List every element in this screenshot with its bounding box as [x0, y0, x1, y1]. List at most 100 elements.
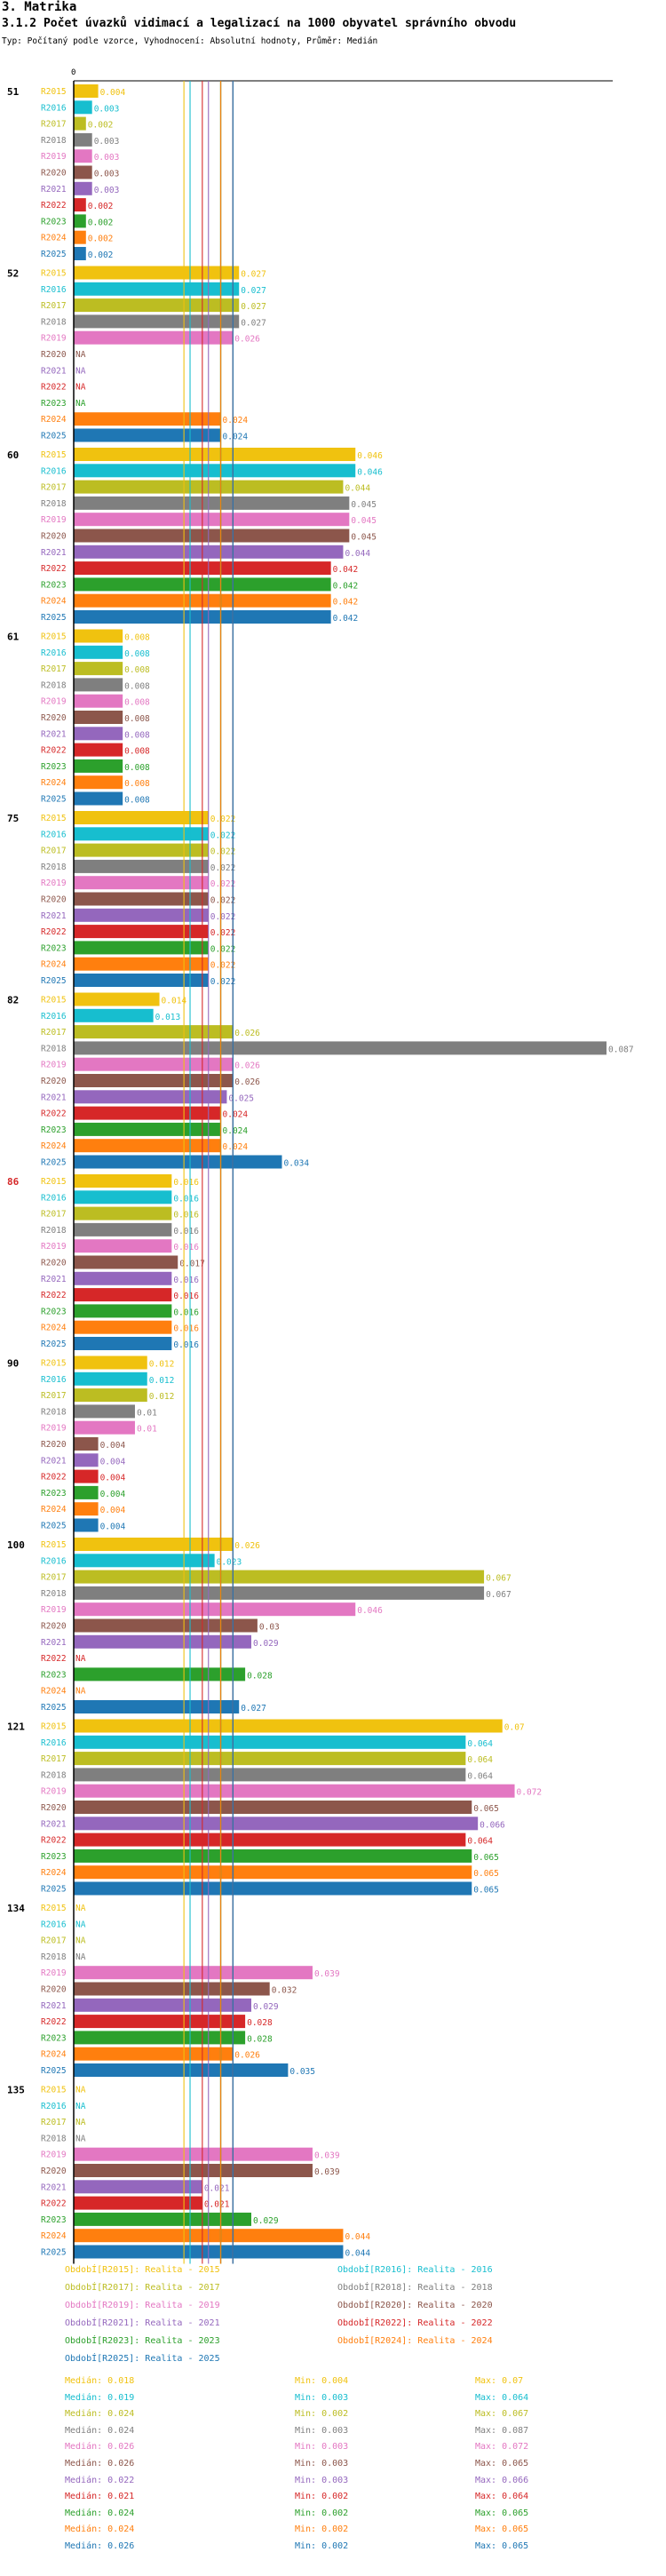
series-label: R2021	[41, 1456, 67, 1466]
data-bar	[74, 1122, 221, 1136]
data-bar	[74, 1008, 154, 1022]
data-bar	[74, 662, 123, 676]
series-label: R2022	[41, 1473, 67, 1483]
data-bar	[74, 1518, 99, 1532]
data-label: 0.022	[210, 896, 236, 906]
data-bar	[74, 1735, 466, 1749]
data-bar	[74, 1420, 135, 1435]
legend-item: ObdobÍ[R2020]: Realita - 2020	[337, 2301, 493, 2310]
stat-max: Max: 0.065	[475, 2524, 529, 2535]
data-bar	[74, 811, 209, 824]
data-label: 0.022	[210, 928, 236, 938]
data-bar	[74, 428, 221, 442]
data-bar	[74, 1453, 99, 1467]
data-label: 0.008	[124, 730, 150, 740]
data-label: 0.008	[124, 649, 150, 659]
series-label: R2021	[41, 1093, 67, 1102]
data-label: 0.064	[467, 1755, 493, 1765]
data-label: 0.044	[345, 2232, 370, 2242]
data-bar	[74, 1139, 221, 1153]
section-title: 3. Matrika	[2, 0, 77, 14]
series-label: R2023	[41, 2033, 67, 2043]
series-label: R2018	[41, 1407, 67, 1417]
data-label: 0.027	[241, 1704, 266, 1713]
na-label: NA	[75, 2134, 86, 2143]
data-label: 0.002	[88, 235, 114, 244]
data-bar	[74, 1554, 215, 1568]
series-label: R2018	[41, 1044, 67, 1053]
data-bar	[74, 165, 92, 179]
data-label: 0.008	[124, 665, 150, 675]
data-label: 0.008	[124, 747, 150, 757]
series-label: R2020	[41, 1622, 67, 1632]
data-label: 0.034	[283, 1159, 309, 1169]
stat-median: Medián: 0.022	[65, 2475, 135, 2485]
series-label: R2018	[41, 499, 67, 509]
series-label: R2018	[41, 136, 67, 146]
data-bar	[74, 2031, 246, 2045]
series-label: R2019	[41, 1424, 67, 1434]
data-bar	[74, 727, 123, 741]
data-bar	[74, 2212, 251, 2226]
data-bar	[74, 1618, 258, 1633]
stat-min: Min: 0.002	[295, 2541, 349, 2551]
stat-median: Medián: 0.024	[65, 2409, 135, 2420]
na-label: NA	[75, 366, 86, 376]
data-label: 0.045	[351, 500, 377, 510]
series-label: R2019	[41, 879, 67, 888]
legend-item: ObdobÍ[R2018]: Realita - 2018	[337, 2283, 493, 2293]
series-label: R2025	[41, 250, 67, 259]
series-label: R2020	[41, 169, 67, 179]
data-bar	[74, 1719, 503, 1733]
data-bar	[74, 2164, 313, 2177]
data-bar	[74, 1502, 99, 1516]
series-label: R2020	[41, 713, 67, 723]
series-label: R2020	[41, 532, 67, 542]
series-label: R2022	[41, 1291, 67, 1300]
series-label: R2019	[41, 334, 67, 344]
series-label: R2025	[41, 2066, 67, 2076]
series-label: R2025	[41, 613, 67, 623]
data-label: 0.022	[210, 879, 236, 889]
data-label: 0.042	[333, 581, 359, 591]
series-label: R2023	[41, 2215, 67, 2225]
data-label: 0.065	[473, 1804, 499, 1814]
data-label: 0.022	[210, 863, 236, 873]
series-label: R2015	[41, 814, 67, 823]
stat-min: Min: 0.003	[295, 2425, 349, 2436]
data-label: 0.008	[124, 779, 150, 789]
series-label: R2020	[41, 1985, 67, 1995]
series-label: R2019	[41, 1968, 67, 1978]
series-label: R2016	[41, 1375, 67, 1385]
na-label: NA	[75, 1936, 86, 1946]
data-bar	[74, 1849, 472, 1863]
bar-chart: 0 51 R2015 0.004 R2016 0.003 R2017 0.002 R2018 0.…	[7, 68, 634, 2264]
series-label: R2016	[41, 1193, 67, 1203]
data-label: 0.016	[173, 1308, 199, 1317]
series-label: R2019	[41, 1605, 67, 1615]
series-label: R2020	[41, 1803, 67, 1813]
series-label: R2025	[41, 1885, 67, 1895]
series-label: R2024	[41, 415, 67, 425]
legend-item: ObdobÍ[R2019]: Realita - 2019	[65, 2301, 220, 2310]
series-label: R2020	[41, 1077, 67, 1086]
data-label: 0.029	[253, 2002, 279, 2012]
data-label: 0.016	[173, 1340, 199, 1350]
data-bar	[74, 1966, 313, 1980]
data-bar	[74, 957, 209, 971]
data-bar	[74, 330, 234, 345]
series-label: R2018	[41, 1770, 67, 1780]
stat-max: Max: 0.072	[475, 2442, 529, 2453]
data-bar	[74, 181, 92, 195]
series-label: R2015	[41, 996, 67, 1006]
data-label: 0.065	[473, 1869, 499, 1879]
data-bar	[74, 941, 209, 955]
data-bar	[74, 1833, 466, 1847]
data-label: 0.014	[162, 997, 187, 1006]
data-label: 0.045	[351, 533, 377, 543]
series-label: R2019	[41, 1061, 67, 1070]
data-label: 0.028	[247, 2034, 273, 2044]
data-bar	[74, 1174, 172, 1188]
data-bar	[74, 1041, 607, 1055]
series-label: R2019	[41, 152, 67, 162]
